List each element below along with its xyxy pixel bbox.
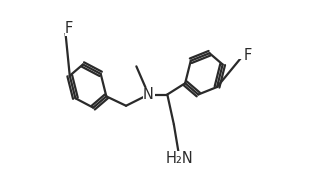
Bar — [143, 90, 154, 99]
Text: F: F — [243, 48, 252, 63]
Bar — [59, 25, 71, 33]
Bar — [169, 154, 190, 163]
Bar — [237, 51, 249, 59]
Text: F: F — [65, 21, 73, 36]
Text: H₂N: H₂N — [166, 151, 193, 166]
Text: N: N — [143, 87, 154, 102]
